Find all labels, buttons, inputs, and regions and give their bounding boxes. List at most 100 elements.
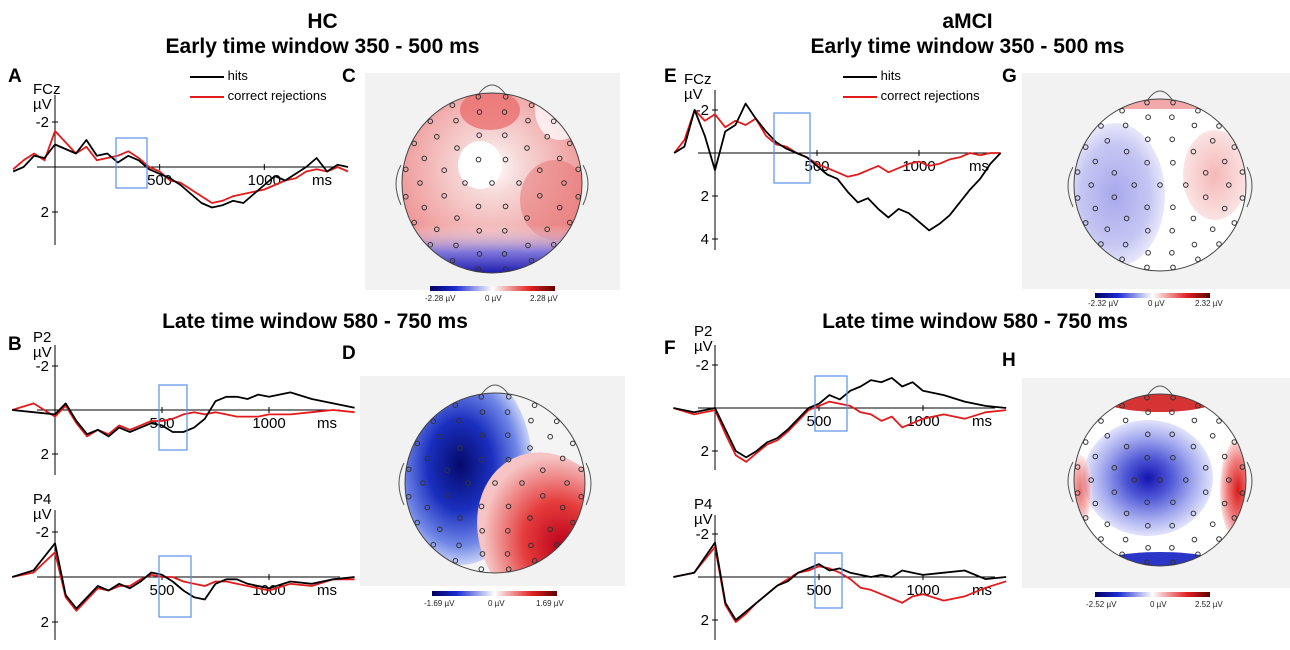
electrode xyxy=(456,542,462,549)
electrode xyxy=(492,480,498,486)
channel-label-b-p4: P4 µV xyxy=(33,491,52,523)
electrodes xyxy=(406,394,585,573)
electrode xyxy=(1074,169,1081,175)
electrode xyxy=(444,493,451,499)
electrode xyxy=(1231,220,1238,226)
electrode xyxy=(502,266,509,273)
electrode xyxy=(1144,99,1150,106)
electrode xyxy=(1098,418,1104,424)
electrode xyxy=(476,132,483,138)
electrode xyxy=(544,226,551,233)
electrode xyxy=(1144,559,1150,566)
electrode xyxy=(427,118,434,125)
electrode xyxy=(502,228,508,234)
electrode xyxy=(1191,122,1198,129)
electrode xyxy=(1169,409,1175,416)
electrode xyxy=(505,503,512,510)
head-ear-left xyxy=(1067,461,1074,503)
electrode xyxy=(1104,138,1111,144)
electrode xyxy=(430,418,437,425)
electrode xyxy=(1216,536,1222,542)
electrode xyxy=(454,145,460,151)
electrode xyxy=(1092,453,1099,460)
electrode xyxy=(478,503,485,510)
electrode xyxy=(505,528,511,534)
x-unit-label: ms xyxy=(972,413,992,430)
electrode xyxy=(1098,241,1104,247)
colorbar xyxy=(1095,293,1210,298)
x-unit-label: ms xyxy=(969,158,989,175)
electrode xyxy=(434,133,440,140)
electrode xyxy=(559,455,566,462)
electrode xyxy=(531,558,538,564)
electrode xyxy=(1195,402,1201,409)
electrode xyxy=(505,456,512,463)
head-ear-left xyxy=(395,164,402,206)
electrode xyxy=(1195,107,1201,114)
electrode xyxy=(1098,123,1104,129)
electrode xyxy=(1191,536,1198,543)
electrode xyxy=(452,402,459,409)
electrode xyxy=(1202,194,1209,200)
x-unit-label: ms xyxy=(312,172,332,189)
electrode xyxy=(1119,402,1125,409)
electrode xyxy=(556,155,563,162)
electrode xyxy=(449,258,456,264)
electrode xyxy=(457,515,463,521)
series-line-correct-rejections xyxy=(673,546,1007,623)
electrode xyxy=(1144,204,1150,211)
head-ear-right xyxy=(1246,461,1253,503)
head-ear-left xyxy=(398,462,405,506)
electrode xyxy=(1131,182,1137,188)
electrode xyxy=(1216,123,1222,129)
electrode xyxy=(1157,477,1163,483)
series-line-correct-rejections xyxy=(11,402,355,438)
colorbar xyxy=(430,286,555,291)
electrode xyxy=(1111,465,1118,471)
electrode xyxy=(1145,522,1151,529)
electrode xyxy=(1195,256,1201,263)
electrode xyxy=(1190,148,1197,155)
electrode xyxy=(502,156,509,163)
legend-amci: hits correct rejections xyxy=(843,68,980,108)
electrode xyxy=(550,118,557,125)
electrode xyxy=(528,102,535,108)
electrode xyxy=(1157,182,1163,188)
electrode xyxy=(1122,122,1129,129)
electrode xyxy=(1209,433,1216,439)
electrode xyxy=(1144,394,1150,401)
electrode xyxy=(1170,159,1176,166)
y-tick-label: 2 xyxy=(41,614,49,631)
electrode xyxy=(559,504,566,511)
panel-letter-g: G xyxy=(1002,66,1017,87)
electrode xyxy=(553,418,560,425)
electrode xyxy=(453,242,459,249)
electrode xyxy=(502,203,509,210)
electrode xyxy=(1145,409,1151,416)
electrode xyxy=(421,204,428,211)
series-line-correct-rejections xyxy=(673,109,1001,178)
electrode xyxy=(525,242,531,249)
electrode xyxy=(1169,431,1175,438)
x-tick-label: 1000 xyxy=(248,172,281,189)
electrode xyxy=(1169,227,1175,234)
x-unit-label: ms xyxy=(972,582,992,599)
topomap-blob-red xyxy=(1074,455,1092,525)
electrode xyxy=(1170,454,1176,461)
electrode xyxy=(1170,394,1176,401)
electrode xyxy=(1145,545,1151,551)
electrode xyxy=(1131,477,1137,483)
colorbar-min-label: -2.32 µV xyxy=(1088,299,1119,308)
colorbar xyxy=(432,591,557,596)
channel-label-b-p2: P2 µV xyxy=(33,329,52,361)
time-window-box xyxy=(115,137,148,189)
erp-plot-b-p4: 500 1000 ms-22 xyxy=(11,510,355,640)
electrode xyxy=(1082,439,1089,445)
y-tick-label: -2 xyxy=(36,114,49,131)
colorbar-mid-label: 0 µV xyxy=(1150,600,1167,609)
heading-amci-late: Late time window 580 - 750 ms xyxy=(822,310,1128,333)
topomap-blob-red xyxy=(477,452,585,573)
heading-amci: aMCI xyxy=(942,10,993,33)
electrode xyxy=(578,493,585,500)
panel-letter-a: A xyxy=(8,66,22,87)
